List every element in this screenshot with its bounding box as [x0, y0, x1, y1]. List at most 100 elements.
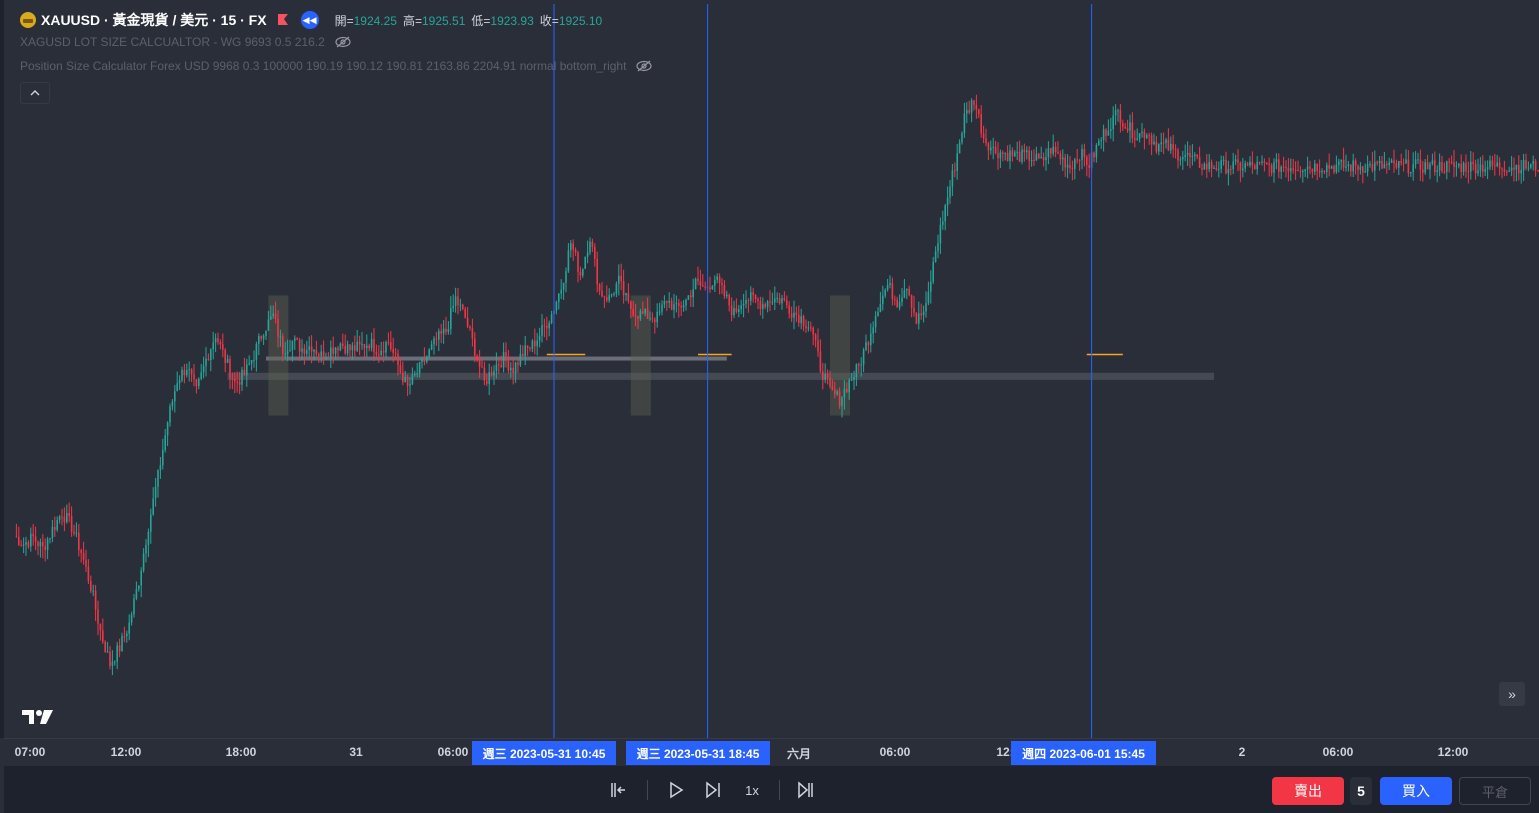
candle-body [548, 322, 550, 329]
candle-body [733, 308, 735, 316]
time-tick: 31 [349, 745, 363, 759]
candle-body [1239, 162, 1242, 171]
play-button[interactable] [664, 778, 688, 802]
candle-body [277, 318, 279, 337]
indicator-row-position-size[interactable]: Position Size Calculator Forex USD 9968 … [20, 54, 653, 78]
candle-body [181, 369, 183, 381]
candle-body [596, 258, 598, 285]
candle-body [471, 328, 474, 339]
candle-body [402, 372, 404, 383]
candle-body [423, 359, 426, 362]
eye-hidden-icon[interactable] [335, 36, 351, 48]
candle-body [1194, 154, 1196, 156]
chart-area[interactable]: XAUUSD · 黃金現貨 / 美元 · 15 · FX ◀◀ 開=1924.2… [0, 0, 1539, 738]
candle-body [1141, 131, 1143, 134]
candle-body [488, 372, 490, 384]
time-axis[interactable]: 07:00 12:00 18:00 31 06:00 六月 06:00 12: … [4, 738, 1539, 766]
candle-body [202, 365, 205, 373]
candle-body [817, 340, 819, 352]
low-value: 1923.93 [490, 13, 534, 28]
candle-body [318, 354, 320, 356]
candle-body [128, 622, 130, 634]
jump-to-end-icon [798, 781, 813, 799]
candle-body [1395, 163, 1398, 168]
candle-body [351, 345, 354, 351]
candle-body [385, 342, 387, 353]
candle-body [567, 250, 570, 272]
candle-body [670, 300, 673, 310]
select-bar-button[interactable] [606, 778, 630, 802]
candle-body [284, 353, 286, 355]
candle-body [154, 486, 157, 499]
candle-body [1335, 164, 1338, 173]
candle-body [1035, 153, 1038, 161]
candle-body [759, 301, 762, 309]
candle-body [1069, 164, 1071, 168]
step-forward-button[interactable] [701, 778, 725, 802]
flag-icon[interactable] [277, 14, 289, 26]
candle-body [483, 367, 486, 381]
candle-body [1520, 170, 1522, 174]
candle-body [1074, 159, 1076, 169]
sell-button[interactable]: 賣出 [1272, 777, 1344, 805]
eye-hidden-icon[interactable] [636, 60, 653, 72]
jump-to-realtime-button[interactable] [794, 778, 818, 802]
candle-body [980, 114, 982, 134]
time-tick: 12: [996, 745, 1014, 759]
separator [779, 780, 780, 800]
candle-body [574, 249, 577, 253]
candle-body [1174, 148, 1177, 151]
candle-body [973, 100, 975, 105]
close-position-button[interactable]: 平倉 [1459, 777, 1531, 805]
candle-body [22, 544, 25, 546]
scroll-to-realtime-button[interactable]: » [1499, 682, 1525, 706]
price-chart[interactable] [4, 0, 1539, 738]
candle-body [1515, 164, 1518, 170]
candle-body [61, 516, 63, 518]
candle-body [430, 344, 433, 350]
candle-body [1083, 149, 1086, 157]
candle-body [200, 372, 202, 379]
candle-body [853, 377, 855, 380]
candle-body [178, 380, 181, 384]
candle-body [608, 295, 610, 301]
candle-body [226, 358, 229, 363]
tradingview-logo-icon[interactable] [22, 708, 54, 726]
symbol-title[interactable]: XAUUSD · 黃金現貨 / 美元 · 15 · FX [41, 12, 267, 28]
candle-body [15, 535, 18, 537]
candle-body [1347, 164, 1350, 167]
candle-body [646, 308, 649, 320]
indicator-row-lot-size[interactable]: XAGUSD LOT SIZE CALCUALTOR - WG 9693 0.5… [20, 30, 652, 54]
candle-body [498, 364, 500, 366]
buy-button[interactable]: 買入 [1380, 777, 1452, 805]
candle-body [500, 365, 502, 368]
replay-rewind-icon[interactable]: ◀◀ [300, 11, 319, 29]
candle-body [740, 305, 742, 310]
candle-body [966, 110, 968, 114]
candle-body [1004, 152, 1006, 154]
candle-body [738, 309, 740, 312]
candle-body [1002, 152, 1004, 154]
candle-body [152, 498, 154, 515]
candle-body [1484, 168, 1486, 172]
candle-body [1030, 159, 1033, 161]
indicator-position-size-label: Position Size Calculator Forex USD 9968 … [20, 59, 627, 73]
candle-body [409, 384, 411, 386]
candle-body [1203, 163, 1206, 170]
candle-body [1326, 165, 1328, 173]
candle-body [1196, 154, 1198, 157]
candle-body [426, 356, 428, 362]
time-tick: 18:00 [225, 745, 257, 759]
candle-body [358, 341, 361, 345]
candle-body [529, 347, 531, 349]
candle-body [474, 338, 476, 356]
candle-body [1213, 167, 1215, 169]
candle-body [1506, 171, 1508, 173]
playback-speed-button[interactable]: 1x [745, 782, 759, 798]
quantity-field[interactable]: 5 [1350, 777, 1372, 805]
candle-body [877, 311, 879, 317]
candle-body [598, 284, 601, 291]
collapse-legend-button[interactable] [20, 82, 50, 104]
candle-body [241, 369, 243, 385]
candle-body [1215, 167, 1218, 170]
